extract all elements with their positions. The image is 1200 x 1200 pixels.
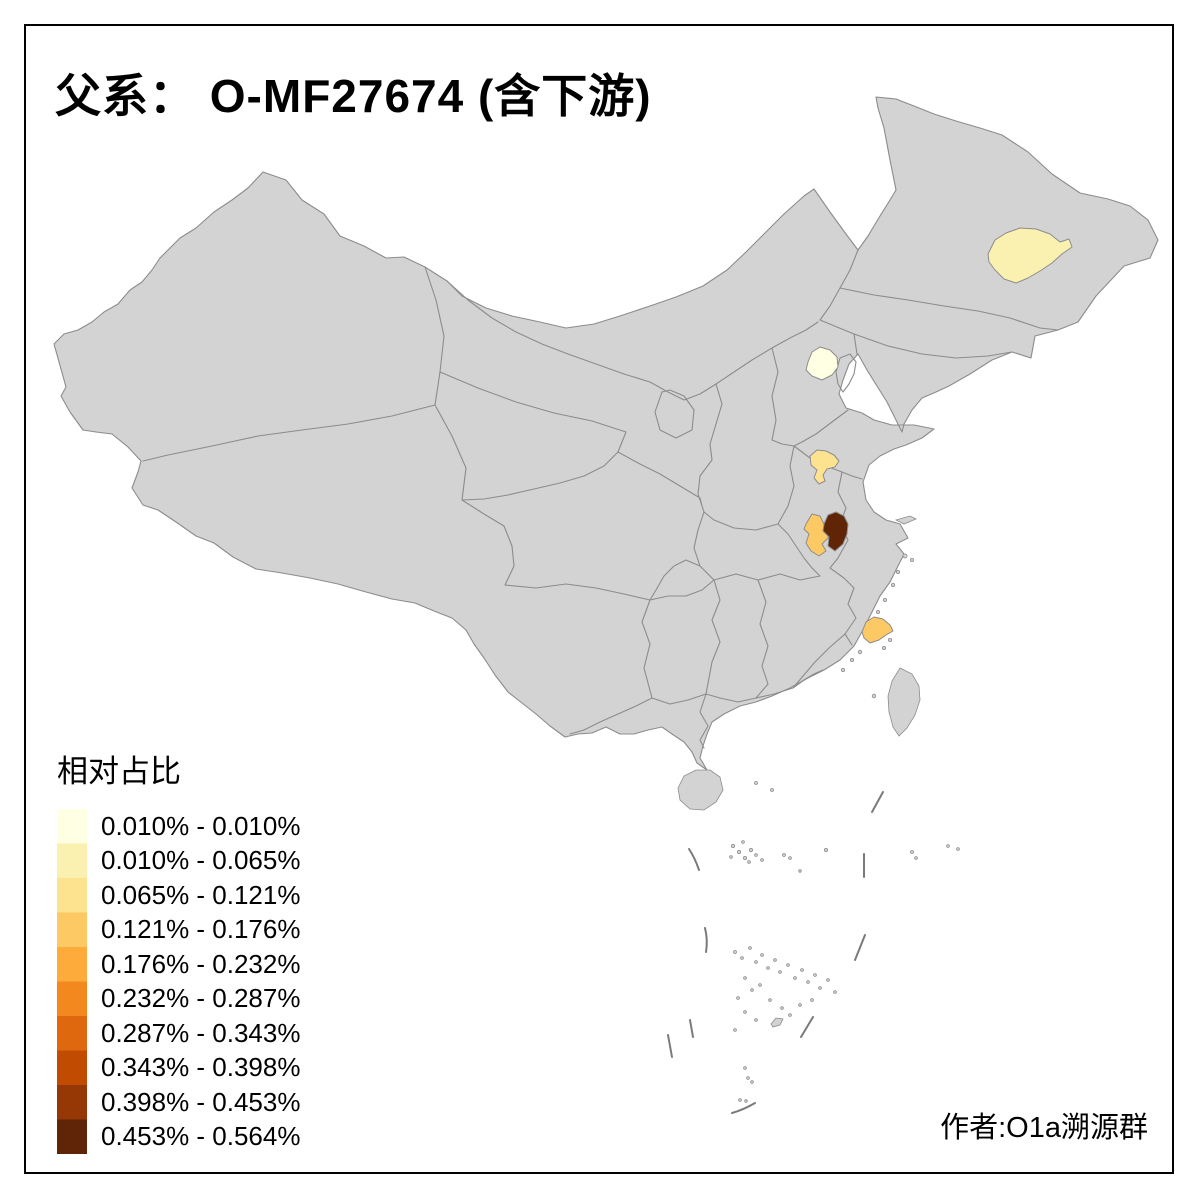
coastal-islets xyxy=(841,553,915,699)
highlighted-region-northeast xyxy=(987,227,1073,284)
hainan-island xyxy=(677,769,724,811)
highlighted-region-beijing-area xyxy=(805,346,839,381)
highlighted-region-central-west xyxy=(803,513,830,557)
south-china-sea-islands xyxy=(729,781,960,1103)
legend-label-10: 0.453% - 0.564% xyxy=(101,1121,301,1152)
legend-label-4: 0.121% - 0.176% xyxy=(101,914,301,945)
legend-color-bar xyxy=(57,809,87,1154)
legend-swatch-4 xyxy=(57,912,87,947)
legend: 相对占比 0.010% - 0.010% 0.010% - 0.065% 0.0… xyxy=(57,746,300,1154)
legend-swatch-5 xyxy=(57,947,87,982)
legend-title: 相对占比 xyxy=(57,754,181,789)
legend-label-2: 0.010% - 0.065% xyxy=(101,845,301,876)
sea-boundary-dashes xyxy=(667,791,884,1114)
legend-swatch-8 xyxy=(57,1050,87,1085)
chongming-island xyxy=(894,515,917,525)
page-title: 父系： O-MF27674 (含下游) xyxy=(55,70,652,122)
legend-label-5: 0.176% - 0.232% xyxy=(101,948,301,979)
legend-swatch-1 xyxy=(57,809,87,844)
legend-label-7: 0.287% - 0.343% xyxy=(101,1017,301,1048)
highlighted-region-fujian-coast xyxy=(861,616,894,644)
legend-label-9: 0.398% - 0.453% xyxy=(101,1086,301,1117)
legend-label-1: 0.010% - 0.010% xyxy=(101,810,301,841)
highlighted-region-central-dark xyxy=(822,511,849,552)
legend-swatch-2 xyxy=(57,843,87,878)
legend-swatch-9 xyxy=(57,1085,87,1120)
legend-label-6: 0.232% - 0.287% xyxy=(101,983,301,1014)
legend-labels: 0.010% - 0.010% 0.010% - 0.065% 0.065% -… xyxy=(87,809,300,1154)
china-mainland-shape xyxy=(53,96,1159,771)
legend-swatch-6 xyxy=(57,981,87,1016)
legend-label-3: 0.065% - 0.121% xyxy=(101,879,301,910)
author-attribution: 作者:O1a溯源群 xyxy=(940,1112,1148,1144)
legend-swatch-3 xyxy=(57,878,87,913)
highlighted-region-shandong xyxy=(809,449,840,485)
legend-label-8: 0.343% - 0.398% xyxy=(101,1052,301,1083)
legend-swatch-7 xyxy=(57,1016,87,1051)
legend-swatch-10 xyxy=(57,1119,87,1154)
taiwan-island xyxy=(887,667,921,737)
south-china-sea-islet xyxy=(770,1017,784,1028)
